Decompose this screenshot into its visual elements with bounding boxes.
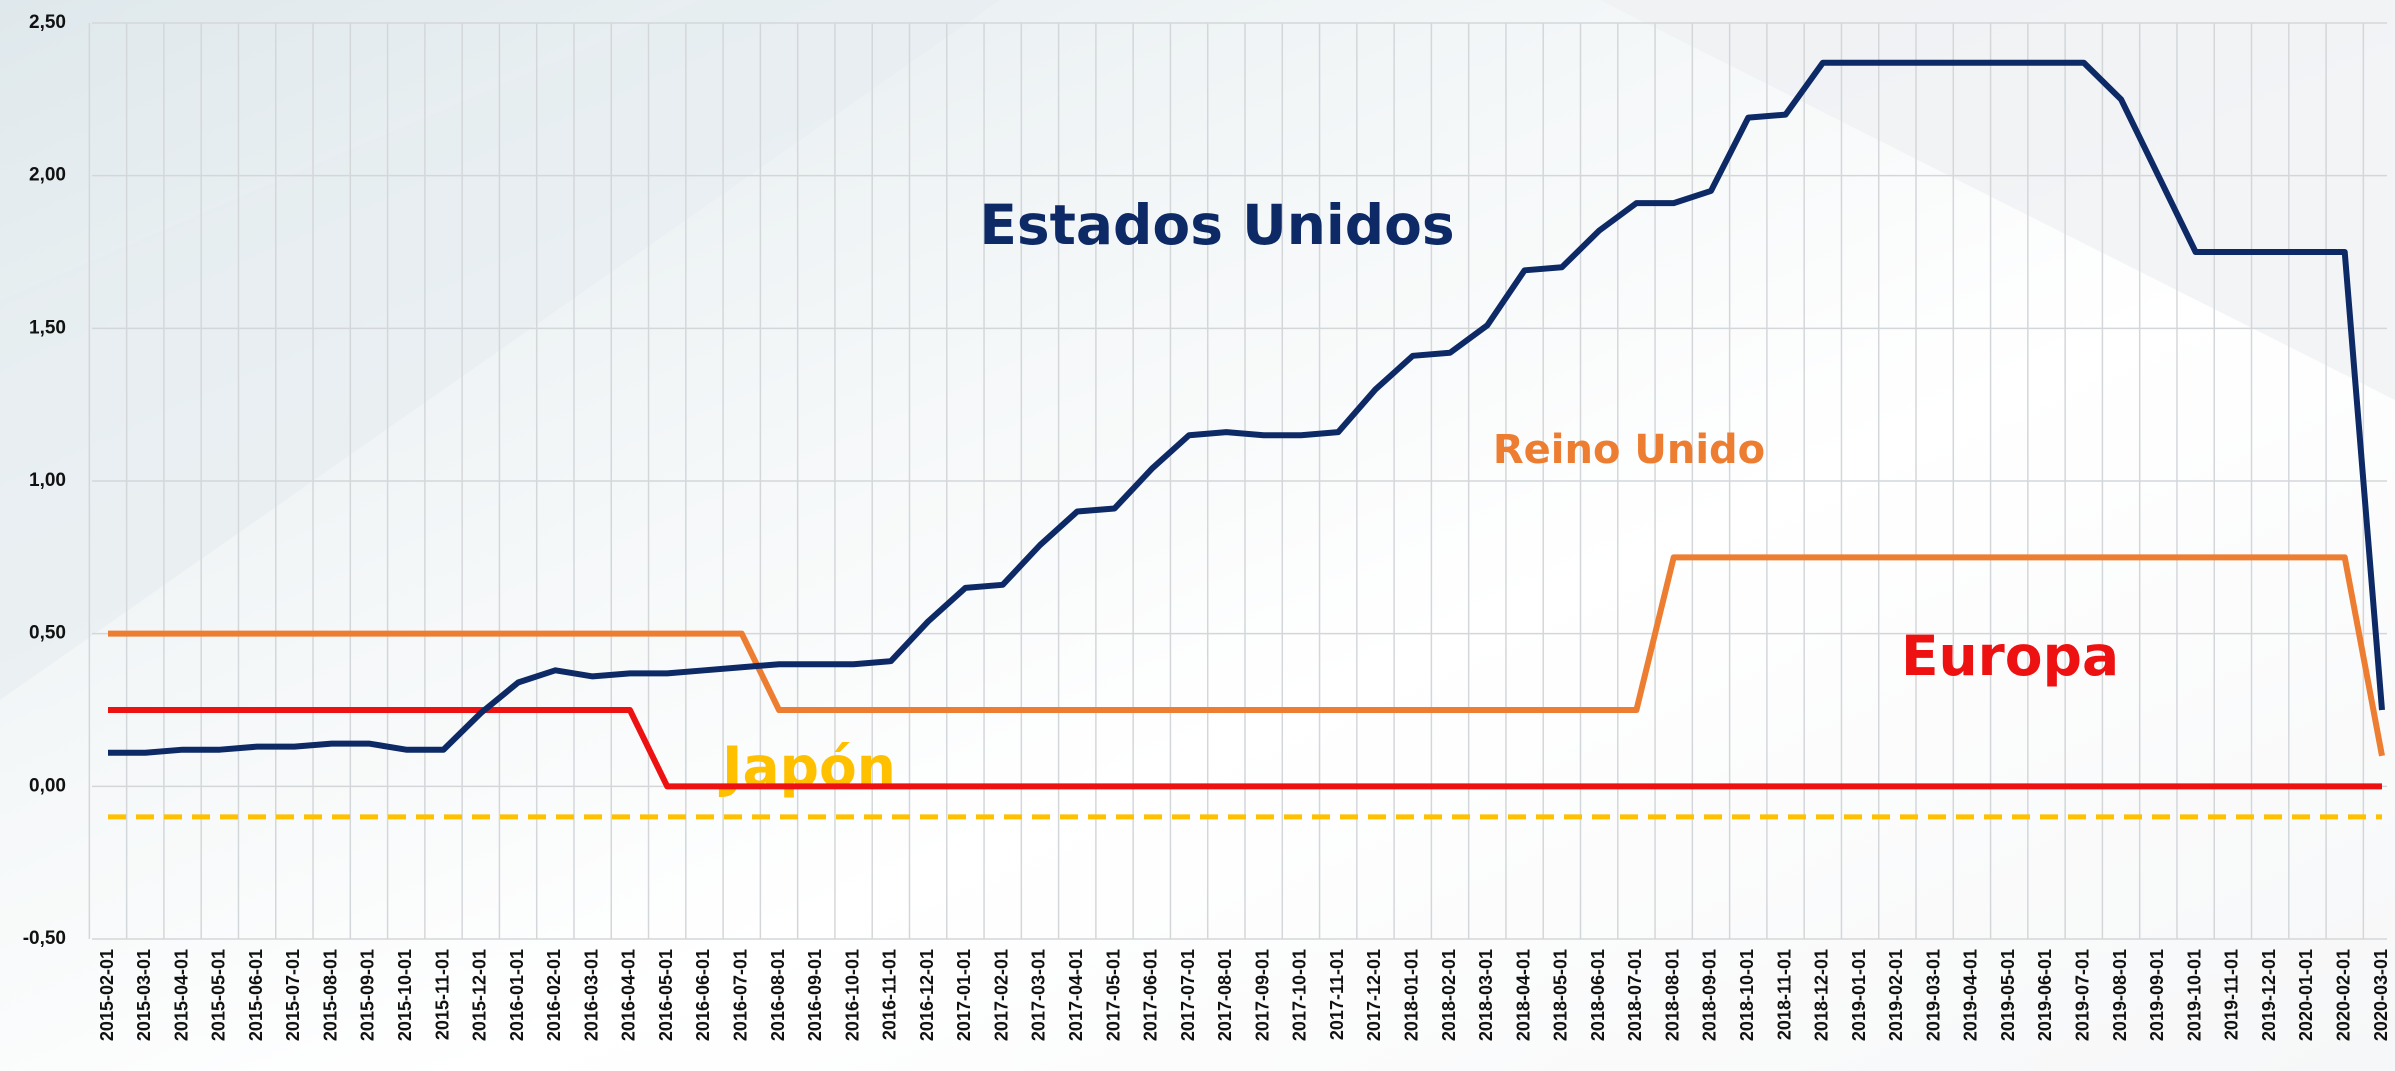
series-label: Japón <box>718 735 896 799</box>
x-tick-label: 2016-10-01 <box>842 949 862 1041</box>
series-line <box>108 554 2385 757</box>
x-tick-label: 2018-01-01 <box>1402 949 1422 1041</box>
x-tick-label: 2015-10-01 <box>395 949 415 1041</box>
x-tick-label: 2019-04-01 <box>1961 949 1981 1041</box>
y-tick-label: 0,50 <box>29 623 66 644</box>
y-tick-label: 0,00 <box>29 775 66 796</box>
x-tick-label: 2018-10-01 <box>1737 949 1757 1041</box>
x-tick-label: 2017-12-01 <box>1364 949 1384 1041</box>
x-tick-label: 2016-09-01 <box>805 949 825 1041</box>
x-tick-label: 2016-02-01 <box>544 949 564 1041</box>
x-tick-label: 2020-01-01 <box>2296 949 2316 1041</box>
x-tick-label: 2017-05-01 <box>1103 949 1123 1041</box>
x-tick-label: 2017-06-01 <box>1141 949 1161 1041</box>
x-tick-label: 2019-08-01 <box>2110 949 2130 1041</box>
x-tick-label: 2015-08-01 <box>320 949 340 1041</box>
x-tick-label: 2017-09-01 <box>1252 949 1272 1041</box>
x-tick-label: 2017-01-01 <box>954 949 974 1041</box>
series-line <box>108 59 2385 756</box>
y-tick-label: 2,00 <box>29 165 66 186</box>
x-tick-label: 2018-09-01 <box>1700 949 1720 1041</box>
series-label: Europa <box>1901 624 2119 688</box>
x-tick-label: 2017-11-01 <box>1327 949 1347 1040</box>
x-tick-label: 2015-11-01 <box>432 949 452 1040</box>
x-tick-label: 2015-09-01 <box>358 949 378 1041</box>
x-tick-label: 2016-05-01 <box>656 949 676 1041</box>
x-tick-label: 2017-04-01 <box>1066 949 1086 1041</box>
x-tick-label: 2018-12-01 <box>1812 949 1832 1041</box>
x-tick-label: 2016-07-01 <box>730 949 750 1041</box>
x-tick-label: 2018-05-01 <box>1551 949 1571 1041</box>
x-tick-label: 2018-04-01 <box>1513 949 1533 1041</box>
y-tick-label: 1,50 <box>29 317 66 338</box>
x-tick-label: 2019-09-01 <box>2147 949 2167 1041</box>
y-tick-label: -0,50 <box>23 928 66 949</box>
x-tick-label: 2018-07-01 <box>1625 949 1645 1041</box>
x-tick-label: 2019-02-01 <box>1886 949 1906 1041</box>
x-tick-label: 2019-07-01 <box>2073 949 2093 1041</box>
x-tick-label: 2020-03-01 <box>2371 949 2391 1041</box>
x-tick-label: 2017-08-01 <box>1215 949 1235 1041</box>
x-tick-label: 2018-08-01 <box>1662 949 1682 1041</box>
x-tick-label: 2017-03-01 <box>1029 949 1049 1041</box>
x-tick-label: 2015-12-01 <box>470 949 490 1041</box>
series-label: Reino Unido <box>1493 427 1765 473</box>
x-tick-label: 2017-07-01 <box>1178 949 1198 1041</box>
x-tick-label: 2016-12-01 <box>917 949 937 1041</box>
x-tick-label: 2015-07-01 <box>283 949 303 1041</box>
x-tick-label: 2016-01-01 <box>507 949 527 1041</box>
x-tick-label: 2016-03-01 <box>581 949 601 1041</box>
x-tick-label: 2019-03-01 <box>1923 949 1943 1041</box>
x-tick-label: 2019-06-01 <box>2035 949 2055 1041</box>
x-tick-label: 2019-11-01 <box>2222 949 2242 1040</box>
x-tick-label: 2020-02-01 <box>2333 949 2353 1041</box>
y-tick-label: 1,00 <box>29 470 66 491</box>
x-tick-label: 2016-08-01 <box>768 949 788 1041</box>
x-tick-label: 2016-04-01 <box>619 949 639 1041</box>
x-tick-label: 2016-06-01 <box>693 949 713 1041</box>
x-tick-label: 2018-11-01 <box>1774 949 1794 1040</box>
x-tick-label: 2015-05-01 <box>209 949 229 1041</box>
x-tick-label: 2018-02-01 <box>1439 949 1459 1041</box>
x-tick-label: 2019-01-01 <box>1849 949 1869 1041</box>
x-tick-label: 2015-02-01 <box>97 949 117 1041</box>
x-tick-label: 2015-06-01 <box>246 949 266 1041</box>
y-tick-label: 2,50 <box>29 12 66 33</box>
x-tick-label: 2018-03-01 <box>1476 949 1496 1041</box>
x-tick-label: 2019-12-01 <box>2259 949 2279 1041</box>
x-tick-label: 2019-05-01 <box>1998 949 2018 1041</box>
x-tick-label: 2016-11-01 <box>880 949 900 1040</box>
x-tick-label: 2017-10-01 <box>1290 949 1310 1041</box>
x-tick-label: 2018-06-01 <box>1588 949 1608 1041</box>
x-tick-label: 2015-04-01 <box>171 949 191 1041</box>
x-tick-label: 2019-10-01 <box>2184 949 2204 1041</box>
x-tick-label: 2015-03-01 <box>134 949 154 1041</box>
series-label: Estados Unidos <box>979 193 1454 257</box>
x-tick-label: 2017-02-01 <box>991 949 1011 1041</box>
